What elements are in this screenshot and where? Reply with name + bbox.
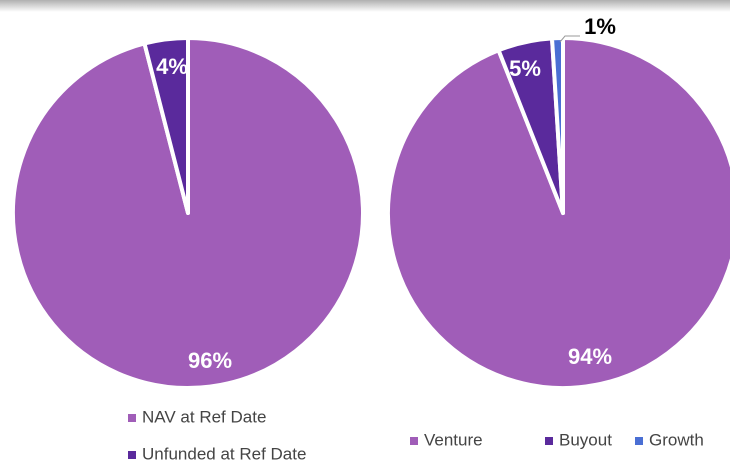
- legend-label: Venture: [424, 430, 483, 449]
- top-shadow: [0, 0, 730, 12]
- leader-line: [559, 35, 580, 43]
- legend-swatch: [410, 437, 418, 445]
- legend-label: Buyout: [559, 430, 612, 449]
- legend-swatch: [545, 437, 553, 445]
- legend-swatch: [128, 414, 136, 422]
- legend-swatch: [635, 437, 643, 445]
- pie-slice: [142, 36, 190, 215]
- pie-slice: [386, 36, 730, 390]
- legend-swatch: [128, 451, 136, 459]
- data-label: 1%: [584, 14, 616, 39]
- data-label: 94%: [568, 344, 612, 369]
- data-label: 96%: [188, 348, 232, 373]
- legend-label: NAV at Ref Date: [142, 407, 266, 426]
- legend-label: Unfunded at Ref Date: [142, 444, 306, 463]
- legend-label: Growth: [649, 430, 704, 449]
- data-label: 4%: [156, 54, 188, 79]
- data-label: 5%: [509, 56, 541, 81]
